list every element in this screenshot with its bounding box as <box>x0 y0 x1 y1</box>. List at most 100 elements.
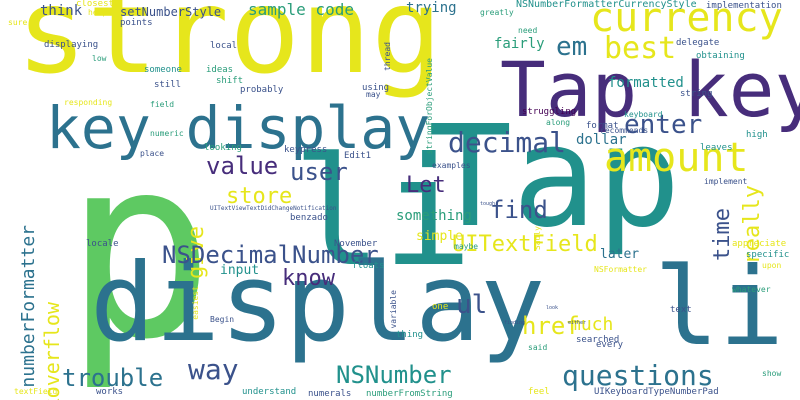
word-local: local <box>210 41 238 51</box>
word-keypress: keypress <box>284 145 328 155</box>
word-numerals: numerals <box>308 389 352 399</box>
word-locale: locale <box>86 239 119 249</box>
word-questions: questions <box>562 359 714 392</box>
word-whatever: whatever <box>732 285 771 294</box>
word-way: way <box>188 353 239 386</box>
word-p: p <box>64 103 215 394</box>
word-implement: implement <box>704 177 748 186</box>
word-november: November <box>334 239 378 249</box>
word-find: find <box>490 196 548 224</box>
word-uikeyboardtypenumberpad: UIKeyboardTypeNumberPad <box>594 387 719 397</box>
word-href: href <box>522 312 580 340</box>
word-trying: trying <box>406 0 457 16</box>
word-recommends: recommends <box>600 126 649 135</box>
word-either: either <box>568 320 587 326</box>
word-delegate: delegate <box>676 38 720 48</box>
word-input: input <box>220 263 260 278</box>
word-li: li <box>654 245 785 370</box>
word-show: show <box>762 369 782 378</box>
word-said: said <box>528 343 548 352</box>
word-text: text <box>670 305 692 315</box>
word-field: field <box>150 100 175 109</box>
word-implementation: implementation <box>706 1 782 11</box>
word-along: along <box>546 118 571 127</box>
word-maybe: maybe <box>454 242 479 251</box>
word-li: li <box>292 126 473 300</box>
word-variable: variable <box>389 290 398 329</box>
word-upon: upon <box>762 261 782 270</box>
word-formatted: formatted <box>608 75 684 91</box>
word-strong: strong <box>16 0 443 100</box>
word-thing: thing <box>396 330 424 340</box>
word-sample-code: sample code <box>248 0 354 19</box>
word-looking: looking <box>204 143 242 153</box>
word-finding: finding <box>504 320 526 326</box>
word-probably: probably <box>240 85 284 95</box>
word-appreciate: appreciate <box>732 239 787 249</box>
word-low: low <box>92 54 107 63</box>
word-one: one <box>432 302 449 312</box>
word-simple: simple <box>416 229 463 244</box>
word-works: works <box>96 387 124 397</box>
word-fairly: fairly <box>494 36 545 52</box>
word-easiest: easiest <box>191 286 200 320</box>
word-ideas: ideas <box>206 65 234 75</box>
word-uitextviewtextdidchangenotification: UITextViewTextDidChangeNotification <box>210 205 337 212</box>
word-specific: specific <box>746 250 790 260</box>
word-think: think <box>40 3 83 19</box>
word-need: need <box>518 26 538 35</box>
word-help: help <box>88 8 108 17</box>
word-look: look <box>546 305 559 311</box>
word-much: much <box>570 314 614 335</box>
word-keyboard: keyboard <box>624 110 663 119</box>
word-edit1: Edit1 <box>344 151 372 161</box>
word-later: later <box>600 247 640 262</box>
word-numeric: numeric <box>150 129 184 138</box>
word-textfield: textField <box>14 387 58 396</box>
word-numberfromstring: numberFromString <box>366 389 453 399</box>
word-tap: Tap <box>428 96 681 259</box>
word-enter: enter <box>624 110 703 140</box>
word-displaying: displaying <box>44 40 99 50</box>
word-sadly: Sadly <box>533 226 542 251</box>
word-store: store <box>226 184 293 209</box>
word-something: something <box>396 208 472 224</box>
word-someone: someone <box>144 65 182 75</box>
word-leaves: leaves <box>700 143 733 153</box>
word-responding: responding <box>64 98 113 107</box>
word-amount: amount <box>604 135 749 181</box>
word-string: string <box>680 89 713 99</box>
word-struggling: struggling <box>522 107 577 117</box>
word-stackoverflow: stackoverflow <box>40 302 64 400</box>
word-nsformatter: NSFormatter <box>594 265 647 274</box>
word-benzado: benzado <box>290 213 328 223</box>
word-decimal: decimal <box>448 126 567 159</box>
word-searched: searched <box>576 335 620 345</box>
word-points: points <box>120 18 153 28</box>
word-user: user <box>290 158 348 186</box>
word-understand: understand <box>242 387 297 397</box>
word-display: display <box>90 241 546 366</box>
word-nsnumber: NSNumber <box>336 361 452 389</box>
word-setnumberstyle: setNumberStyle <box>120 5 222 19</box>
word-obtaining: obtaining <box>696 51 745 61</box>
word-tough: tough <box>480 201 496 207</box>
word-format: format <box>586 121 619 131</box>
word-shift: shift <box>216 76 244 86</box>
word-em: em <box>556 32 588 62</box>
word-let: Let <box>406 173 446 198</box>
word-begin: Begin <box>210 315 235 324</box>
word-tap-key: Tap key <box>500 45 800 134</box>
word-dollar: dollar <box>576 132 627 148</box>
word-best: best <box>604 31 677 66</box>
word-ul: ul <box>456 290 488 320</box>
word-may: may <box>366 90 381 99</box>
word-high: high <box>746 130 768 140</box>
word-closest: closest <box>76 0 114 9</box>
word-numberformatter: numberFormatter <box>18 225 39 388</box>
word-using: using <box>362 83 390 93</box>
word-thread: thread <box>383 42 392 71</box>
word-stringforobjectvalue: stringForObjectValue <box>425 58 434 155</box>
word-time: time <box>710 208 735 261</box>
word-still: still <box>154 80 182 90</box>
